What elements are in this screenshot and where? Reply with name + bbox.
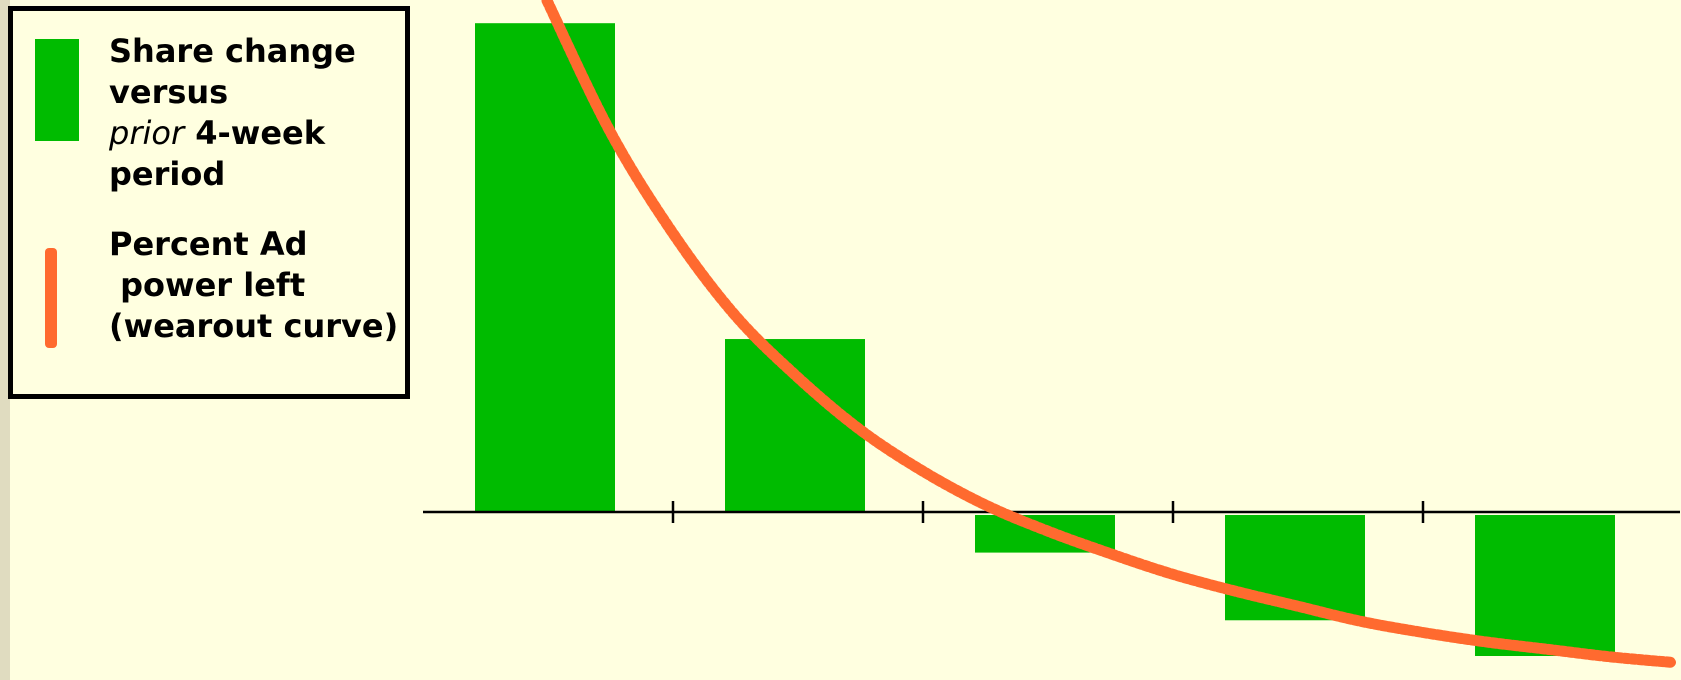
legend-wearout-line-2: power left xyxy=(109,266,306,304)
legend-share-line-4: period xyxy=(109,155,226,193)
bar-5 xyxy=(1475,515,1615,656)
curve-layer xyxy=(541,0,1678,668)
legend-share-line-2: versus xyxy=(109,73,229,111)
legend-share-emphasis: prior xyxy=(109,114,185,152)
left-edge-strip xyxy=(0,0,10,680)
legend-wearout-line-1: Percent Ad xyxy=(109,225,308,263)
axis-layer xyxy=(423,501,1680,523)
bar-2 xyxy=(725,339,865,512)
legend-share-line-3: prior 4-week xyxy=(109,114,326,152)
legend-share-line-1: Share change xyxy=(109,32,356,70)
chart-legend: Share change versus prior 4-week period Per… xyxy=(8,6,410,399)
legend-label-share-change: Share change versus prior 4-week period xyxy=(109,31,356,195)
wearout-curve-core xyxy=(543,0,1676,667)
bars-layer xyxy=(475,23,1615,656)
legend-wearout-line-3: (wearout curve) xyxy=(109,307,399,345)
legend-swatch-share-change xyxy=(35,39,79,141)
legend-swatch-wearout-curve xyxy=(45,248,57,348)
legend-label-wearout-curve: Percent Ad power left (wearout curve) xyxy=(109,224,398,347)
